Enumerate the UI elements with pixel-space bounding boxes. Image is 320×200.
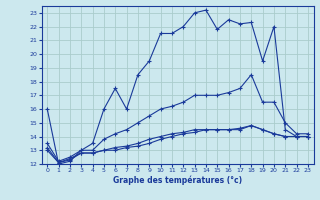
X-axis label: Graphe des températures (°c): Graphe des températures (°c)	[113, 176, 242, 185]
